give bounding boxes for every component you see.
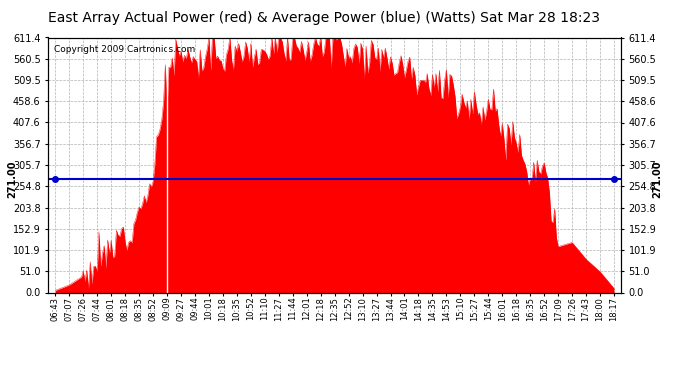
Text: 271.00: 271.00 [7, 161, 17, 198]
Text: 271.00: 271.00 [653, 161, 662, 198]
Text: East Array Actual Power (red) & Average Power (blue) (Watts) Sat Mar 28 18:23: East Array Actual Power (red) & Average … [48, 11, 600, 25]
Text: Copyright 2009 Cartronics.com: Copyright 2009 Cartronics.com [54, 45, 195, 54]
